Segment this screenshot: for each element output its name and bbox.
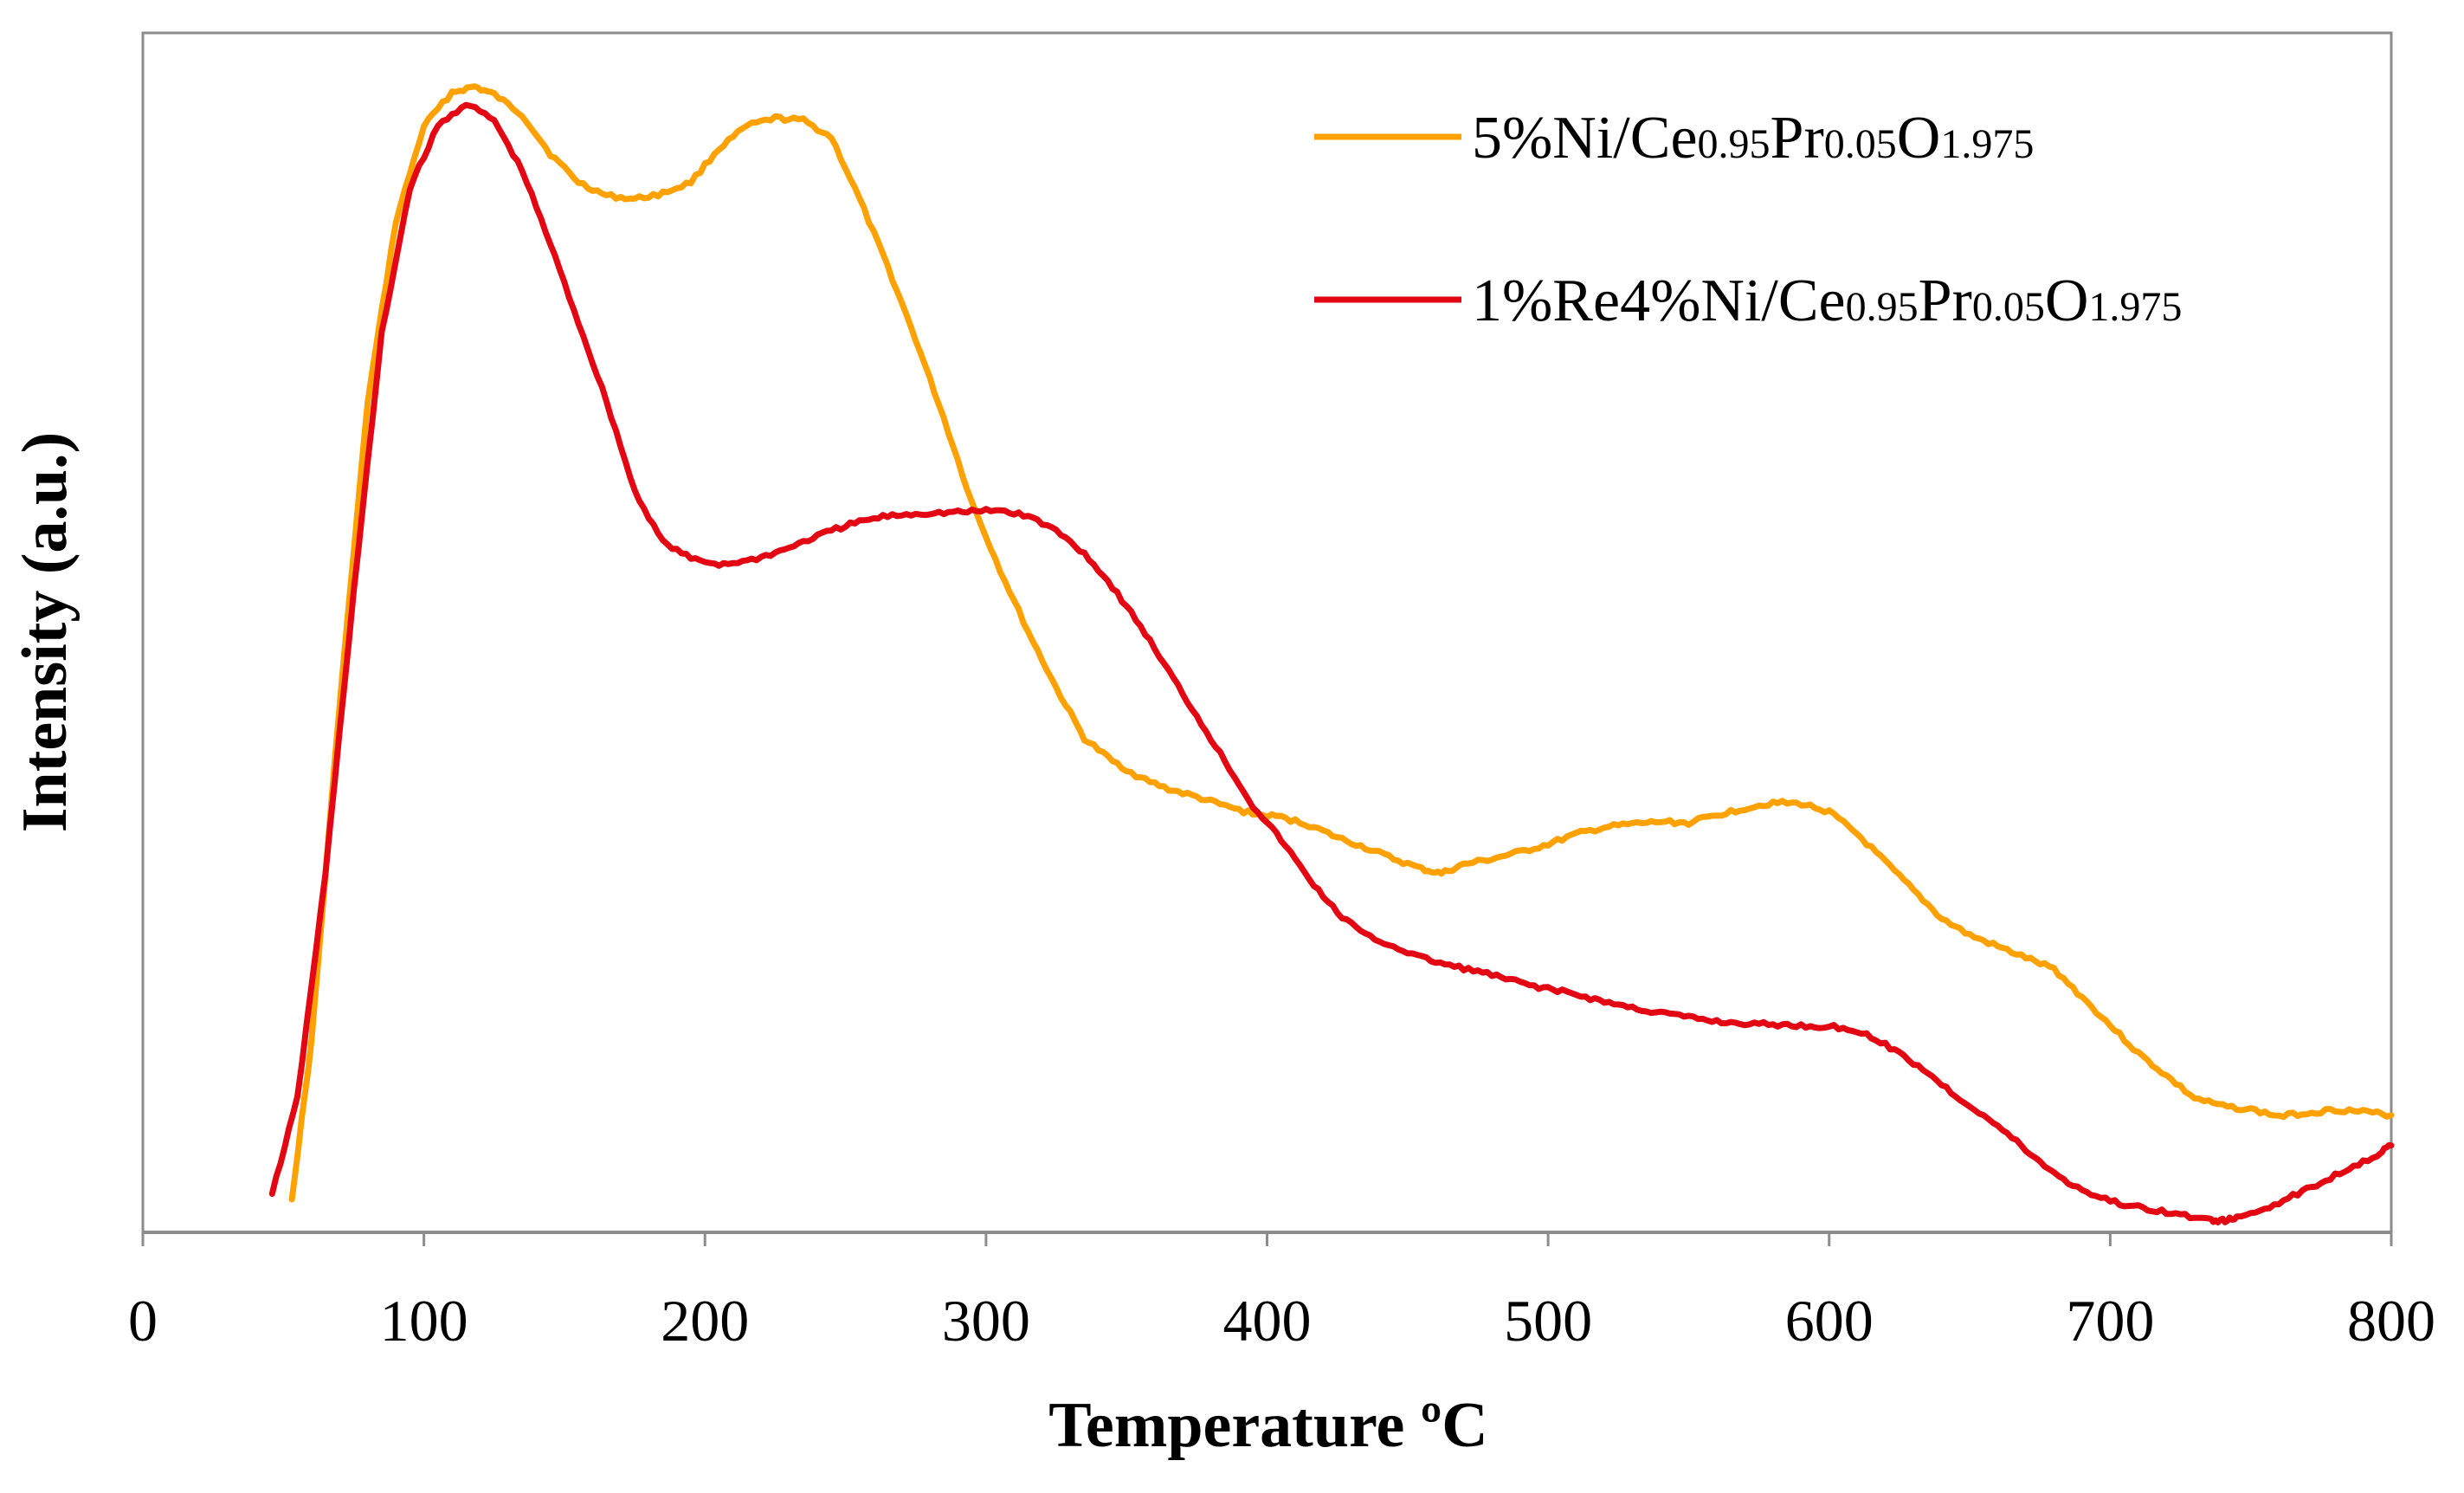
x-tick-label: 800 xyxy=(2347,1288,2435,1354)
x-axis-tick-labels: 0 100 200 300 400 500 600 700 800 xyxy=(128,1288,2435,1354)
x-tick-label: 0 xyxy=(128,1288,158,1354)
x-axis-title: Temperature ºC xyxy=(1048,1390,1487,1461)
legend-label-1: 5%Ni/Ce0.95Pr0.05O1.975 xyxy=(1472,105,2034,171)
series-line-2 xyxy=(268,101,2395,1225)
x-tick-label: 600 xyxy=(1785,1288,1874,1354)
series-lines xyxy=(268,83,2395,1225)
legend-label-2: 1%Re4%Ni/Ce0.95Pr0.05O1.975 xyxy=(1472,268,2182,334)
x-tick-label: 100 xyxy=(380,1288,468,1354)
x-tick-label: 700 xyxy=(2066,1288,2154,1354)
x-tick-label: 500 xyxy=(1504,1288,1592,1354)
series-line-1 xyxy=(288,83,2395,1203)
x-tick-label: 400 xyxy=(1223,1288,1312,1354)
x-tick-label: 300 xyxy=(942,1288,1030,1354)
legend: 5%Ni/Ce0.95Pr0.05O1.975 1%Re4%Ni/Ce0.95Pr… xyxy=(1314,105,2182,334)
x-tick-label: 200 xyxy=(661,1288,749,1354)
x-axis-ticks xyxy=(141,1232,2393,1246)
y-axis-title: Intensity (a.u.) xyxy=(10,432,81,833)
